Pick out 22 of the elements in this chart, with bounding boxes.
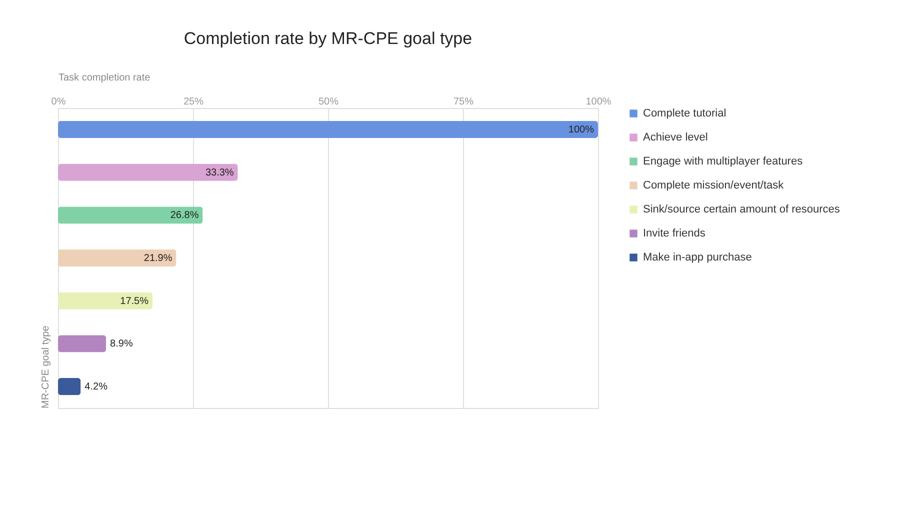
legend-label: Achieve level (643, 132, 708, 144)
data-label: 17.5% (120, 296, 149, 307)
data-label: 21.9% (144, 253, 172, 264)
legend-label: Make in-app purchase (643, 252, 752, 264)
legend-label: Engage with multiplayer features (643, 156, 804, 168)
x-tick-label: 50% (318, 96, 339, 108)
x-tick-label: 25% (183, 96, 204, 108)
data-label: 100% (568, 124, 594, 136)
data-label: 4.2% (84, 382, 108, 393)
x-axis-title: Task completion rate (58, 72, 151, 84)
data-label: 8.9% (110, 338, 133, 350)
x-tick-label: 100% (586, 96, 612, 108)
legend-label: Sink/source certain amount of resources (643, 204, 840, 216)
y-axis-title: MR-CPE goal type (40, 325, 52, 408)
data-label: 33.3% (205, 167, 234, 178)
legend-label: Complete tutorial (643, 108, 726, 120)
x-tick-label: 75% (453, 96, 474, 108)
chart-title: Completion rate by MR-CPE goal type (184, 29, 472, 48)
legend-label: Invite friends (643, 228, 706, 240)
x-tick-label: 0% (51, 96, 66, 108)
data-label: 26.8% (170, 210, 199, 222)
legend-label: Complete mission/event/task (643, 180, 784, 192)
